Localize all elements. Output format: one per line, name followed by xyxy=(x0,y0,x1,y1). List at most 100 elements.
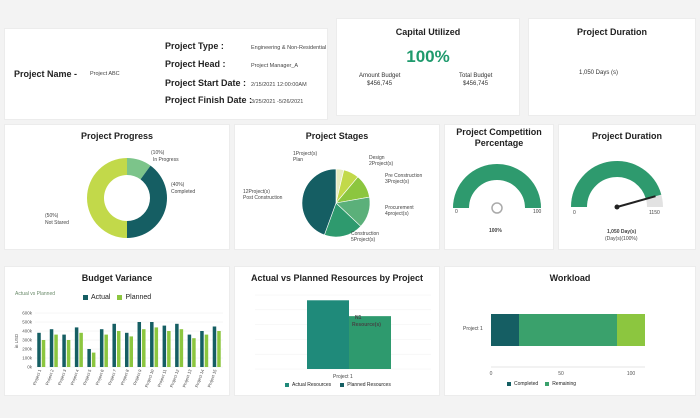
budget-y-tick: 100k xyxy=(22,356,33,361)
completed-label: Completed xyxy=(171,189,196,195)
project-finish-value: 3/25/2021 -5/26/2021 xyxy=(251,99,304,105)
budget-x-tick: Project 11 xyxy=(156,368,167,388)
budget-x-tick: Project 12 xyxy=(169,368,180,388)
budget-bar-actual xyxy=(187,334,192,367)
stage-design-label: Design 2Project(s) xyxy=(369,155,394,167)
budget-bar-planned xyxy=(204,334,209,367)
budget-bar-planned xyxy=(116,331,121,367)
stage-plan-label: 1Project(s) Plan xyxy=(293,151,318,163)
capital-percent: 100% xyxy=(406,47,450,66)
budget-x-tick: Project 13 xyxy=(181,368,192,388)
budget-bar-planned xyxy=(41,340,46,367)
duration-gauge-hub xyxy=(614,204,620,210)
inprogress-label: In Progress xyxy=(153,157,179,163)
competition-card: Project Competition Percentage 0 100 100… xyxy=(444,124,554,250)
notstarted-label: Not Stared xyxy=(45,220,69,226)
competition-title-2: Percentage xyxy=(474,138,524,148)
budget-bar-actual xyxy=(74,327,79,367)
resources-bar-chart xyxy=(255,294,431,370)
duration-gauge-max: 1150 xyxy=(649,210,660,216)
stage-construction-label: Construction 5Project(s) xyxy=(351,231,380,243)
budget-bar-planned xyxy=(179,329,184,367)
legend-planned-swatch xyxy=(117,295,123,300)
capital-title: Capital Utilized xyxy=(395,27,461,37)
capital-utilized-card: Capital Utilized 100% Amount Budget $456… xyxy=(336,18,520,116)
budget-x-tick: Project 4 xyxy=(69,368,80,386)
workload-segment-2 xyxy=(519,314,617,346)
project-start-value: 2/15/2021 12:00:00AM xyxy=(251,82,307,88)
resources-annotation-1: N1 xyxy=(355,315,362,321)
slice-in-progress xyxy=(127,158,151,180)
budget-bar-planned xyxy=(79,332,83,367)
slice-construction xyxy=(323,202,362,238)
budget-x-tick: Project 3 xyxy=(57,368,68,386)
project-head-label: Project Head : xyxy=(165,59,226,69)
budget-title: Budget Variance xyxy=(81,273,153,283)
budget-variance-card: Budget Variance Actual vs Planned Actual… xyxy=(4,266,230,396)
stages-title: Project Stages xyxy=(305,131,369,141)
workload-legend-1: Completed xyxy=(514,381,539,387)
resources-bar-planned xyxy=(349,316,391,369)
competition-min: 0 xyxy=(455,209,458,215)
workload-legend: Completed Remaining xyxy=(507,381,576,387)
workload-segment-1 xyxy=(491,314,519,346)
project-type-row: Project Type : Engineering & Non-Residen… xyxy=(165,41,326,51)
budget-bar-chart: 600k 500k 400k 300k 200k 100k 0k in USD Project … xyxy=(14,311,223,388)
budget-bar-actual xyxy=(112,323,116,367)
budget-x-tick: Project 15 xyxy=(207,368,218,388)
budget-bar-planned xyxy=(154,327,159,367)
budget-bar-actual xyxy=(200,331,204,367)
project-name-label: Project Name - xyxy=(14,69,78,79)
legend-actual-swatch xyxy=(83,295,88,300)
budget-bar-actual xyxy=(137,322,142,367)
duration-gauge-sub: (Day(s)(100%) xyxy=(605,236,638,242)
budget-x-tick: Project 9 xyxy=(132,368,143,386)
project-head-value: Project Manager_A xyxy=(251,63,299,69)
resources-legend: Actual Resources Planned Resources xyxy=(285,382,391,388)
resources-xlabel: Project 1 xyxy=(333,374,353,380)
budget-bar-actual xyxy=(124,332,129,367)
budget-x-tick: Project 7 xyxy=(107,368,118,386)
budget-bar-planned xyxy=(167,331,171,367)
budget-x-tick: Project 14 xyxy=(194,368,205,388)
project-start-row: Project Start Date : 2/15/2021 12:00:00A… xyxy=(165,78,307,88)
budget-bar-actual xyxy=(87,349,91,367)
budget-bar-actual xyxy=(62,334,66,367)
budget-bar-actual xyxy=(49,329,54,367)
project-stages-card: Project Stages 1Project(s) Plan Design 2… xyxy=(234,124,440,250)
total-budget-value: $456,745 xyxy=(463,81,489,87)
budget-x-tick: Project 10 xyxy=(144,368,155,388)
resources-annotation-2: Resource(s) xyxy=(352,322,381,328)
amount-budget-label: Amount Budget xyxy=(359,73,401,79)
stage-procurement-label: Procurement 4project(s) xyxy=(385,205,414,217)
budget-bar-planned xyxy=(104,334,108,367)
duration-gauge-title: Project Duration xyxy=(591,131,662,141)
project-finish-row: Project Finish Date : 3/25/2021 -5/26/20… xyxy=(165,95,303,105)
budget-bar-planned xyxy=(142,329,146,367)
workload-legend-2: Remaining xyxy=(552,381,577,387)
total-budget-label: Total Budget xyxy=(459,73,493,79)
workload-bar-chart: 0 50 100 xyxy=(490,314,645,377)
budget-y-tick: 600k xyxy=(22,311,33,316)
budget-legend: Actual Planned xyxy=(83,294,151,301)
budget-x-tick: Project 6 xyxy=(95,368,106,386)
stages-pie-chart xyxy=(301,168,371,238)
budget-bar-actual xyxy=(212,326,217,367)
duration-gauge-card: Project Duration 0 1150 1,050 Day(s) (Da… xyxy=(558,124,696,250)
competition-value: 100% xyxy=(489,228,502,234)
workload-card: Workload 0 50 100 Project 1 Completed Rema… xyxy=(444,266,696,396)
budget-subtitle: Actual vs Planned xyxy=(15,291,56,297)
project-name-value: Project ABC xyxy=(90,71,120,77)
workload-x-tick: 0 xyxy=(490,371,493,377)
budget-bar-planned xyxy=(91,352,96,367)
budget-bar-actual xyxy=(150,322,154,367)
resources-title: Actual vs Planned Resources by Project xyxy=(250,273,424,283)
budget-bar-actual xyxy=(162,325,167,367)
project-type-label: Project Type : xyxy=(165,41,224,51)
workload-row-label: Project 1 xyxy=(463,326,483,332)
competition-max: 100 xyxy=(533,209,542,215)
competition-gauge-hub xyxy=(491,202,503,214)
budget-bar-planned xyxy=(54,334,58,367)
project-info-card xyxy=(4,28,328,120)
project-finish-label: Project Finish Date : xyxy=(165,95,253,105)
